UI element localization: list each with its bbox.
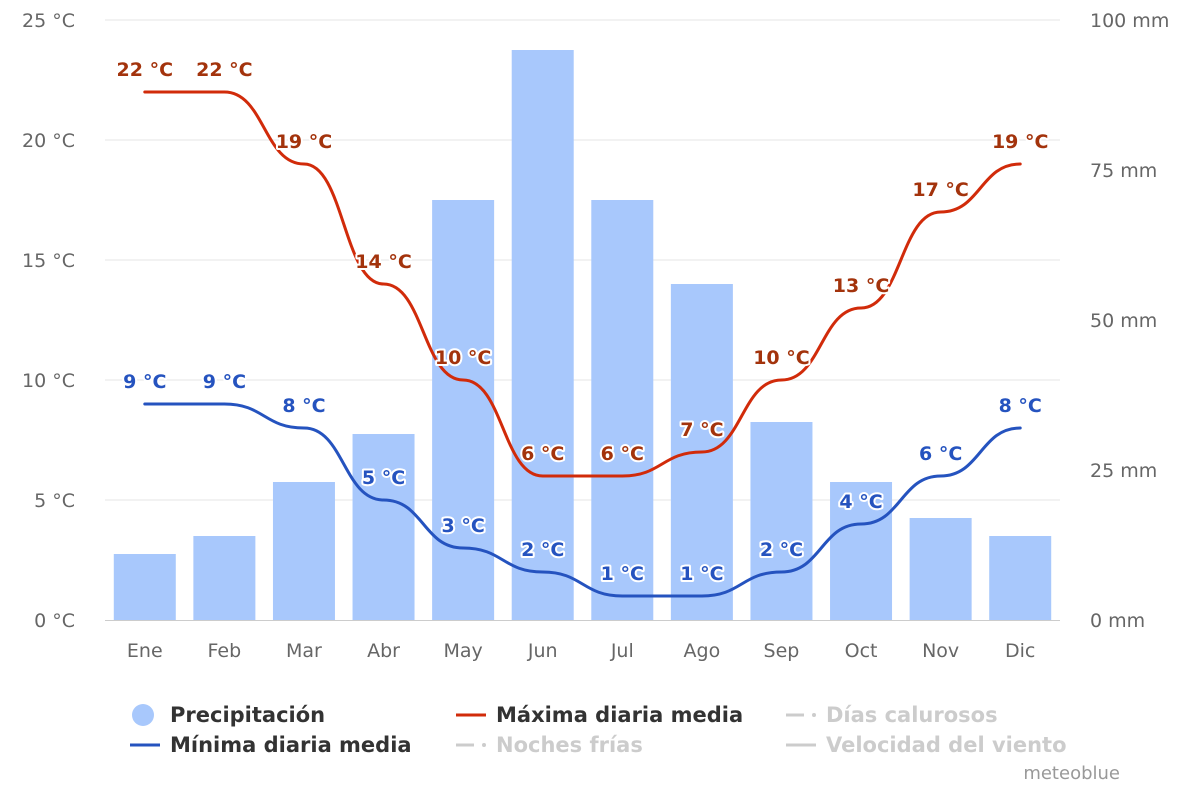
legend-item[interactable]: Velocidad del viento [786, 733, 1067, 757]
legend-item[interactable]: Noches frías [456, 733, 643, 757]
legend-label: Noches frías [496, 733, 643, 757]
temperature-lines [143, 90, 1022, 598]
right-axis-tick-label: 50 mm [1090, 310, 1157, 332]
temperature-data-label: 22 °C [117, 59, 174, 81]
precipitation-bar [511, 50, 574, 620]
temperature-data-label: 6 °C [919, 443, 962, 465]
left-axis-tick-label: 25 °C [22, 10, 75, 32]
right-axis-tick-label: 0 mm [1090, 610, 1145, 632]
legend-item[interactable]: Precipitación [132, 703, 325, 727]
temperature-data-label: 14 °C [355, 251, 412, 273]
legend-item[interactable]: Mínima diaria media [130, 733, 412, 757]
temperature-data-label: 1 °C [680, 563, 723, 585]
max-temp-line [143, 90, 1022, 478]
temperature-data-label: 8 °C [282, 395, 325, 417]
left-axis-tick-label: 10 °C [22, 370, 75, 392]
temperature-data-label: 9 °C [123, 371, 166, 393]
x-axis-tick-label: Mar [286, 640, 322, 662]
left-axis-tick-label: 0 °C [34, 610, 75, 632]
legend-label: Velocidad del viento [826, 733, 1067, 757]
temperature-data-label: 13 °C [833, 275, 890, 297]
right-axis-tick-label: 100 mm [1090, 10, 1169, 32]
x-axis-tick-label: Nov [922, 640, 959, 662]
x-axis-tick-label: May [443, 640, 482, 662]
precipitation-bar [113, 554, 176, 620]
x-axis-tick-label: Jun [527, 640, 558, 662]
legend-label: Precipitación [170, 703, 325, 727]
temperature-data-label: 17 °C [912, 179, 969, 201]
precipitation-bar [193, 536, 256, 620]
x-axis-tick-label: Jul [610, 640, 634, 662]
legend-dot-icon [812, 713, 816, 717]
temperature-data-label: 7 °C [680, 419, 723, 441]
precipitation-bars [113, 50, 1052, 620]
temperature-data-label: 9 °C [203, 371, 246, 393]
temperature-data-label: 10 °C [435, 347, 492, 369]
precipitation-bar [591, 200, 654, 620]
legend[interactable]: Precipitación Máxima diaria media Días cal… [130, 703, 1067, 757]
legend-circle-icon [132, 704, 154, 726]
min-temp-line [143, 402, 1022, 598]
precipitation-bar [909, 518, 972, 620]
precipitation-bar [352, 434, 415, 620]
x-axis-tick-label: Ene [127, 640, 163, 662]
precipitation-bar [750, 422, 813, 620]
legend-label: Máxima diaria media [496, 703, 743, 727]
temperature-data-label: 4 °C [839, 491, 882, 513]
right-axis-tick-label: 75 mm [1090, 160, 1157, 182]
left-axis-tick-label: 20 °C [22, 130, 75, 152]
legend-item[interactable]: Máxima diaria media [456, 703, 743, 727]
x-axis-tick-label: Abr [367, 640, 400, 662]
axes: 0 °C 5 °C 10 °C 15 °C 20 °C 25 °C 0 mm 25 mm 50 … [22, 10, 1169, 662]
temperature-data-label: 1 °C [601, 563, 644, 585]
temperature-data-label: 22 °C [196, 59, 253, 81]
data-labels: 22 °C 22 °C 19 °C 14 °C 10 °C 6 °C 6 °C 7 °C 10 … [115, 57, 1051, 587]
left-axis-tick-label: 15 °C [22, 250, 75, 272]
temperature-data-label: 10 °C [753, 347, 810, 369]
temperature-data-label: 6 °C [601, 443, 644, 465]
precipitation-bar [989, 536, 1052, 620]
precipitation-bar [432, 200, 495, 620]
credit-text[interactable]: meteoblue [1023, 763, 1120, 784]
temperature-data-label: 2 °C [760, 539, 803, 561]
x-axis-tick-label: Feb [208, 640, 242, 662]
legend-dot-icon [482, 743, 486, 747]
temperature-data-label: 3 °C [441, 515, 484, 537]
x-axis-tick-label: Sep [764, 640, 800, 662]
temperature-data-label: 2 °C [521, 539, 564, 561]
x-axis-tick-label: Ago [684, 640, 721, 662]
right-axis-tick-label: 25 mm [1090, 460, 1157, 482]
precipitation-bar [830, 482, 893, 620]
x-axis-tick-label: Oct [845, 640, 878, 662]
temperature-data-label: 19 °C [992, 131, 1049, 153]
precipitation-bar [272, 482, 335, 620]
x-axis-tick-label: Dic [1005, 640, 1035, 662]
temperature-data-label: 6 °C [521, 443, 564, 465]
legend-label: Mínima diaria media [170, 733, 412, 757]
legend-label: Días calurosos [826, 703, 998, 727]
temperature-data-label: 19 °C [276, 131, 333, 153]
left-axis-tick-label: 5 °C [34, 490, 75, 512]
legend-item[interactable]: Días calurosos [786, 703, 998, 727]
temperature-data-label: 8 °C [999, 395, 1042, 417]
temperature-data-label: 5 °C [362, 467, 405, 489]
grid [105, 19, 1060, 501]
